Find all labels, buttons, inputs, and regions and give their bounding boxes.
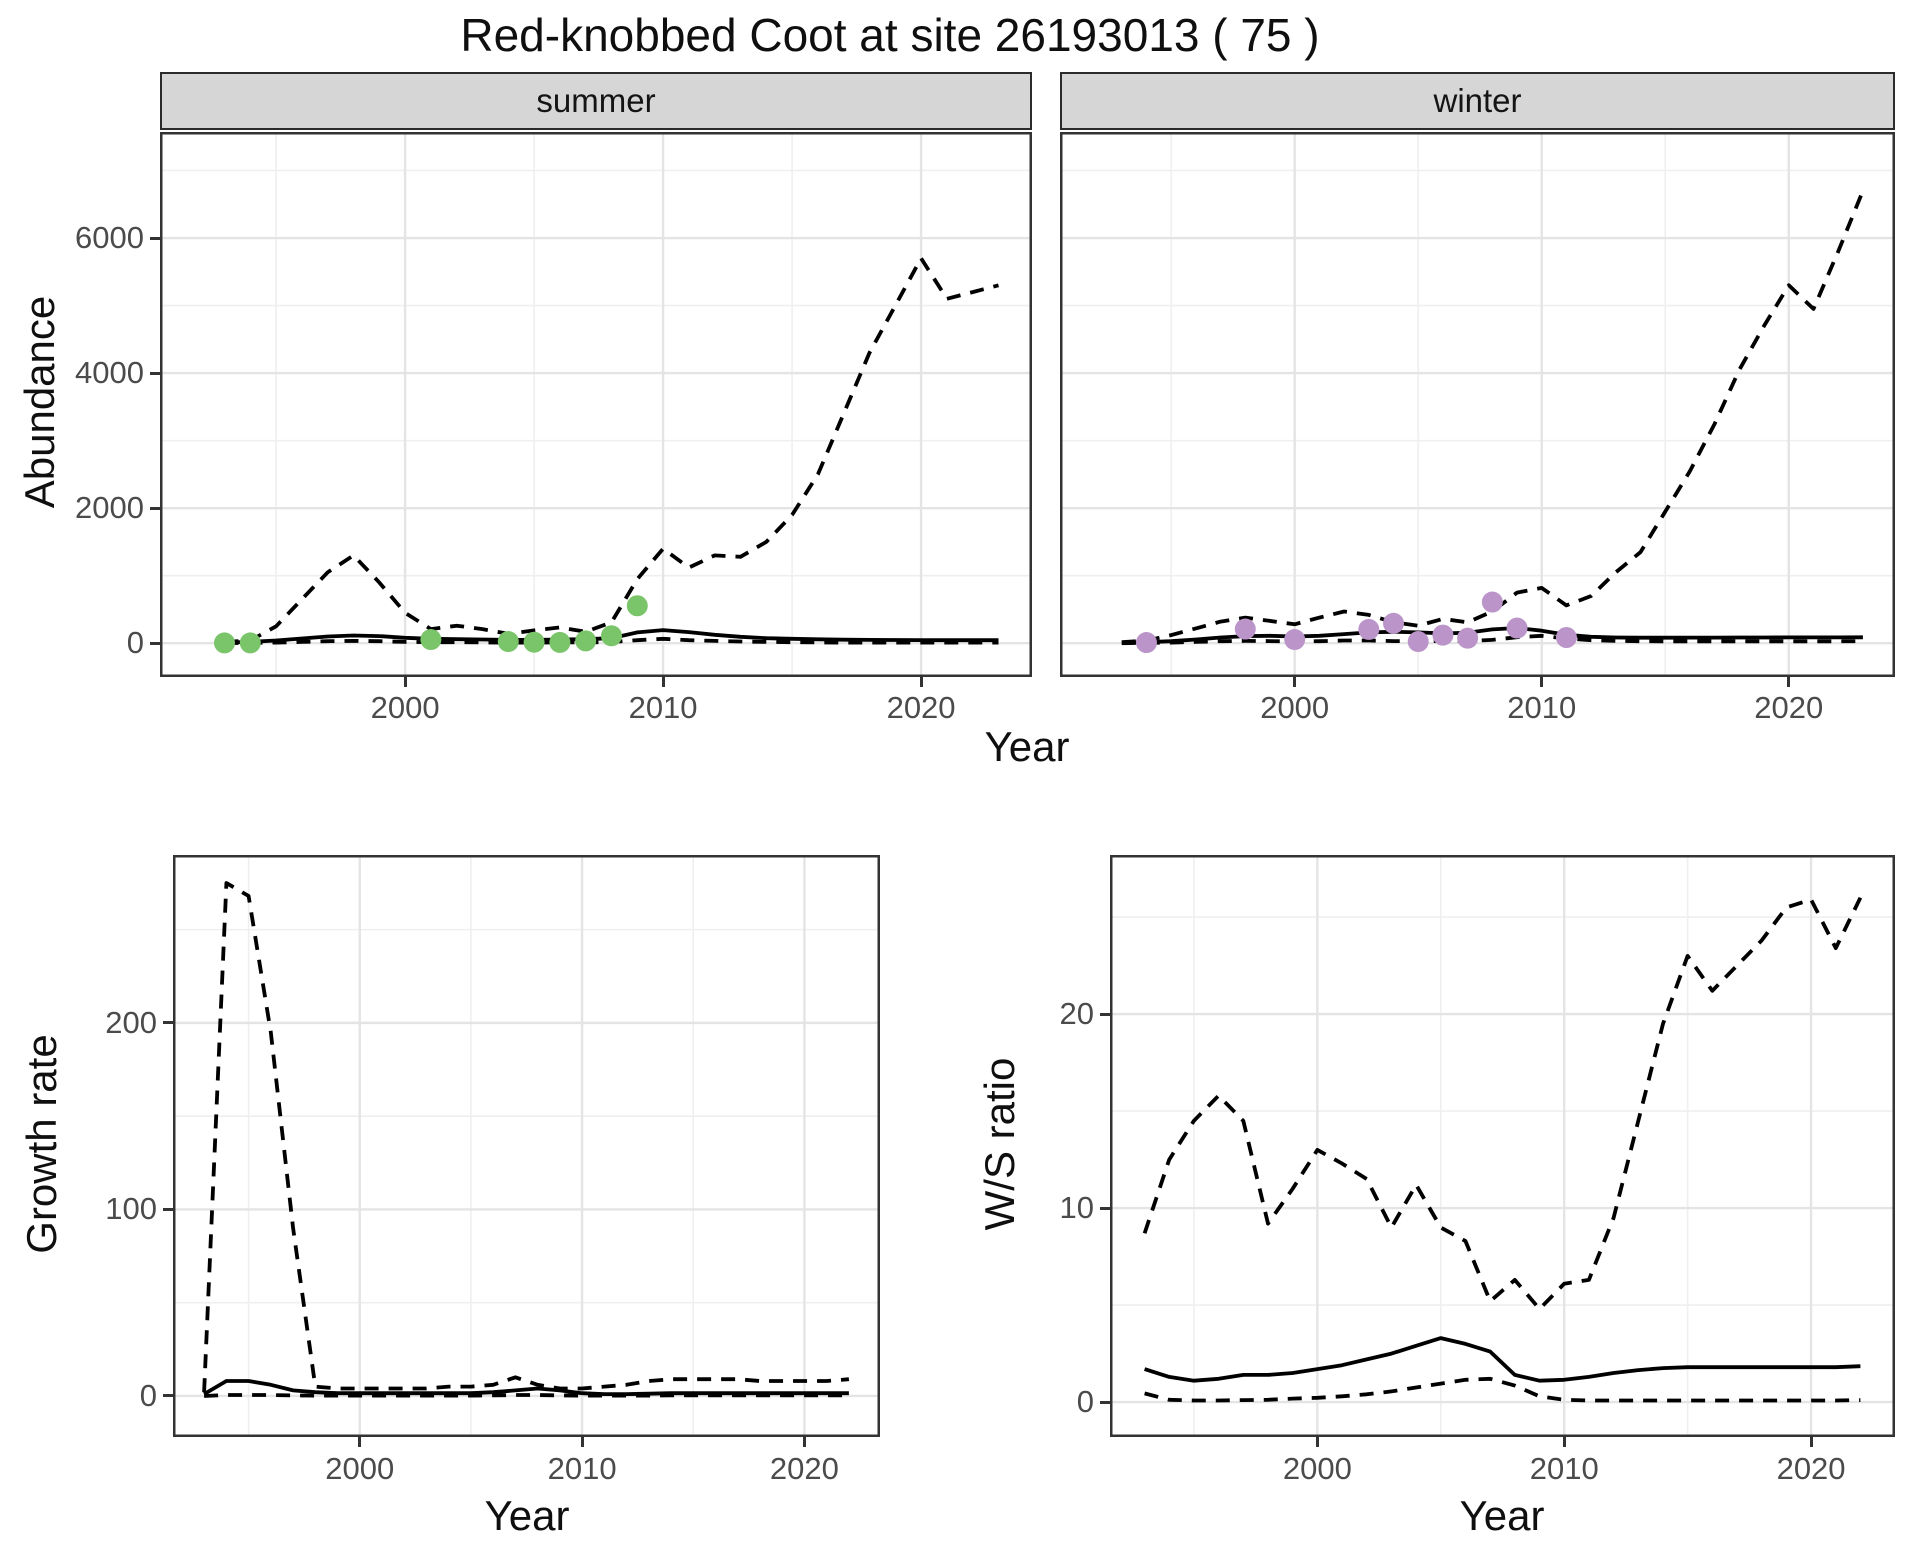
data-point [239,632,261,654]
y-axis-title-growth-rate: Growth rate [18,1034,65,1254]
x-tick-label: 2010 [547,1451,617,1486]
chart-title: Red-knobbed Coot at site 26193013 ( 75 ) [460,9,1320,61]
panel-border [1110,855,1895,1437]
data-point [1284,629,1306,651]
y-tick-mark [163,1207,173,1211]
facet-strip-summer: summer [160,72,1032,130]
data-point [1555,626,1577,648]
x-tick-label: 2000 [1282,1451,1352,1486]
x-tick-label: 2020 [886,690,956,725]
data-point [420,629,442,651]
y-tick-mark [150,641,160,645]
x-tick-label: 2000 [325,1451,395,1486]
series-line-lower_ci [204,1393,849,1398]
x-tick-label: 2010 [628,690,698,725]
x-tick-mark [403,677,407,687]
y-tick-label: 6000 [75,220,144,256]
series-line-lower_ci [1144,1376,1861,1403]
panel-abundance-summer [160,132,1032,677]
data-point [1506,617,1528,639]
data-point [1135,632,1157,654]
x-axis-title-year-bottom-left: Year [484,1492,570,1539]
x-tick-label: 2010 [1529,1451,1599,1486]
x-tick-mark [1809,1437,1813,1447]
panel-border [173,855,880,1437]
y-tick-label: 2000 [75,490,144,526]
y-tick-mark [163,1394,173,1398]
x-tick-label: 2020 [1776,1451,1846,1486]
panel-border [1060,132,1895,677]
y-tick-label: 100 [105,1191,157,1227]
x-tick-label: 2010 [1507,690,1577,725]
y-tick-mark [1100,1400,1110,1404]
y-tick-label: 4000 [75,355,144,391]
y-tick-label: 0 [139,1377,157,1413]
y-tick-label: 0 [1076,1384,1094,1420]
x-tick-mark [1293,677,1297,687]
y-tick-mark [150,236,160,240]
x-tick-mark [802,1437,806,1447]
x-tick-label: 2000 [370,690,440,725]
data-point [1358,618,1380,640]
series-line-upper_ci [1142,896,1863,1311]
x-tick-mark [1787,677,1791,687]
x-tick-mark [1562,1437,1566,1447]
data-point [1457,627,1479,649]
panel-abundance-winter [1060,132,1895,677]
x-tick-mark [919,677,923,687]
facet-strip-winter: winter [1060,72,1895,130]
y-tick-mark [163,1021,173,1025]
y-tick-mark [150,506,160,510]
y-axis-title-ws-ratio: W/S ratio [976,1057,1023,1231]
y-tick-label: 10 [1059,1190,1094,1226]
data-point [1234,618,1256,640]
y-tick-label: 0 [126,625,144,661]
data-point [523,631,545,653]
x-tick-mark [661,677,665,687]
y-tick-label: 20 [1059,996,1094,1032]
x-tick-label: 2020 [1754,690,1824,725]
panel-border [160,132,1032,677]
series-line-model_fit [203,1379,849,1396]
x-tick-label: 2020 [769,1451,839,1486]
data-point [1432,624,1454,646]
x-tick-mark [580,1437,584,1447]
series-line-lower_ci [1121,633,1863,646]
panel-growth-rate [173,855,880,1437]
series-line-upper_ci [202,881,850,1393]
data-point [1407,631,1429,653]
y-tick-mark [1100,1206,1110,1210]
data-point [549,631,571,653]
series-line-upper_ci [224,256,999,644]
data-point [1481,591,1503,613]
y-tick-mark [1100,1012,1110,1016]
facet-label-winter: winter [1433,82,1522,119]
y-tick-mark [150,371,160,375]
x-tick-label: 2000 [1260,690,1330,725]
data-point [213,632,235,654]
y-tick-label: 200 [105,1004,157,1040]
x-tick-mark [1315,1437,1319,1447]
data-point [575,630,597,652]
x-tick-mark [1540,677,1544,687]
data-point [497,631,519,653]
x-axis-title-year-top: Year [984,723,1070,770]
panel-ws-ratio [1110,855,1895,1437]
series-line-upper_ci [1121,190,1865,645]
data-point [626,595,648,617]
x-tick-mark [358,1437,362,1447]
data-point [1383,612,1405,634]
x-axis-title-year-bottom-right: Year [1459,1492,1545,1539]
data-point [600,625,622,647]
series-line-model_fit [1144,1336,1861,1383]
facet-label-summer: summer [536,82,656,119]
